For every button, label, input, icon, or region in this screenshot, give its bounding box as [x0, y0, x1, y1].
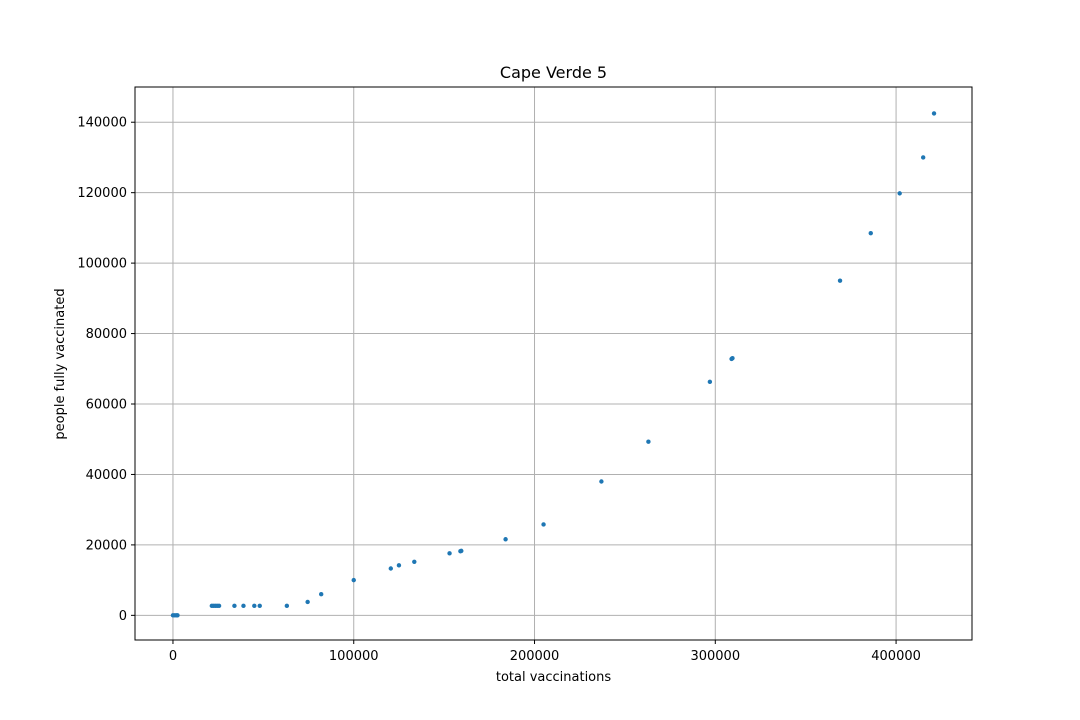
data-point — [396, 563, 402, 568]
x-tick-label: 300000 — [690, 649, 740, 664]
data-point — [920, 155, 926, 160]
chart-title: Cape Verde 5 — [500, 63, 607, 82]
x-tick-label: 0 — [169, 649, 177, 664]
data-point — [447, 551, 452, 556]
data-point — [837, 278, 843, 283]
data-point — [305, 599, 310, 605]
x-axis-label: total vaccinations — [496, 670, 612, 685]
y-tick-label: 20000 — [86, 538, 127, 553]
x-tick-label: 200000 — [510, 649, 560, 664]
plot-frame — [134, 86, 973, 641]
y-tick-label: 140000 — [77, 116, 127, 131]
data-point — [541, 522, 546, 527]
data-point — [931, 111, 937, 116]
y-tick-label: 40000 — [86, 468, 127, 483]
y-axis-ticks: 0 20000 40000 60000 80000 100000 120000 140000 — [77, 116, 135, 624]
data-point — [284, 603, 290, 609]
data-point — [232, 603, 237, 609]
data-point — [351, 577, 356, 583]
data-point — [412, 559, 417, 565]
data-point — [319, 592, 324, 597]
data-point — [252, 603, 257, 609]
x-axis-ticks: 0 100000 200000 300000 400000 — [169, 640, 921, 664]
data-point — [868, 230, 873, 236]
y-axis-label: people fully vaccinated — [53, 288, 68, 439]
data-point — [897, 191, 902, 196]
y-tick-label: 60000 — [86, 398, 127, 413]
y-tick-label: 80000 — [86, 327, 127, 342]
y-tick-label: 0 — [119, 609, 127, 624]
y-tick-label: 120000 — [77, 186, 127, 201]
x-tick-label: 100000 — [329, 649, 379, 664]
y-tick-label: 100000 — [77, 257, 127, 272]
data-point — [388, 566, 394, 571]
data-point — [241, 603, 246, 609]
data-point — [503, 537, 508, 542]
data-point — [175, 613, 180, 618]
data-point — [257, 603, 262, 609]
data-point — [730, 356, 735, 361]
data-point — [216, 603, 222, 609]
data-point — [646, 439, 651, 444]
grid — [135, 87, 972, 640]
x-tick-label: 400000 — [871, 649, 921, 664]
data-point — [599, 479, 604, 484]
data-point — [459, 548, 464, 554]
data-point — [707, 379, 713, 385]
data-points — [170, 111, 937, 618]
